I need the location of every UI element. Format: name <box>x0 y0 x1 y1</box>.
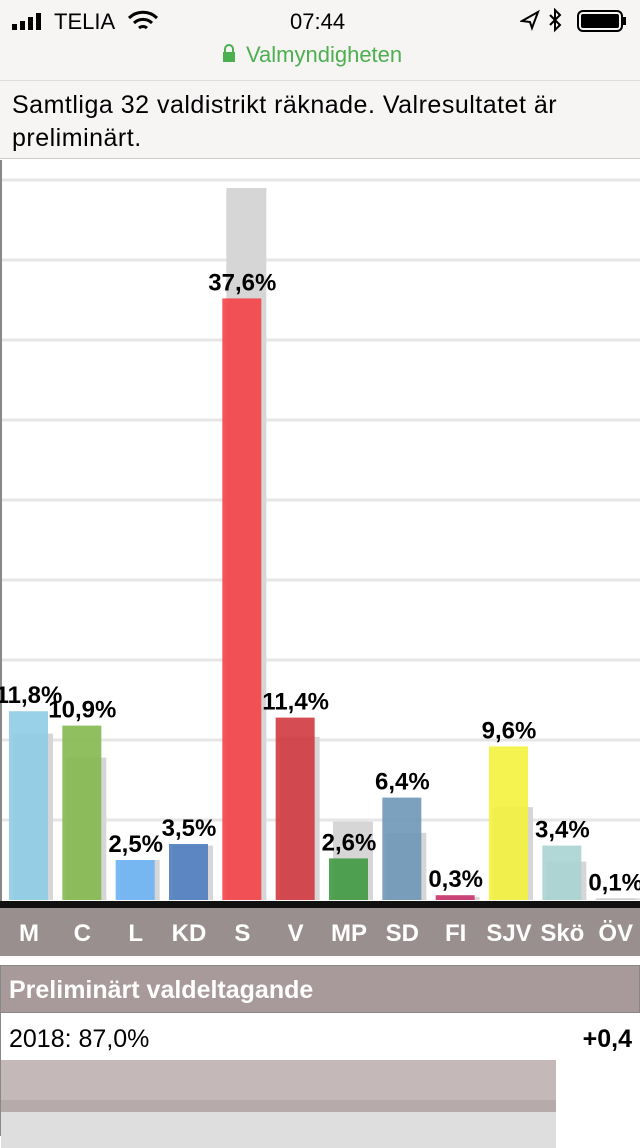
bar <box>169 844 208 900</box>
value-label: 0,3% <box>428 866 483 893</box>
value-label: 10,9% <box>48 697 116 724</box>
axis-line <box>0 901 640 908</box>
value-label: 9,6% <box>482 717 537 744</box>
signal-icon <box>12 13 41 30</box>
bar <box>222 298 262 900</box>
turnout-bar-prev <box>1 1100 556 1148</box>
x-tick-label: MP <box>331 920 367 947</box>
value-label: 11,4% <box>262 689 329 716</box>
turnout-change: +0,4 <box>582 1025 632 1053</box>
url: Valmyndigheten <box>246 42 403 67</box>
bar <box>62 725 102 900</box>
bar <box>115 860 155 900</box>
x-tick-label: S <box>234 920 250 947</box>
bar <box>275 717 315 900</box>
bar <box>435 895 475 900</box>
bar <box>542 845 582 900</box>
status-bar: TELIA 07:44 Valmyndigheten <box>0 0 640 81</box>
wifi-icon <box>127 10 159 30</box>
value-label: 2,5% <box>108 831 163 858</box>
category-strip <box>0 908 640 956</box>
turnout-row: 2018: 87,0% +0,4 <box>0 1013 640 1148</box>
clock: 07:44 <box>290 9 346 34</box>
value-label: 3,5% <box>162 815 217 842</box>
bar <box>329 858 368 900</box>
value-label: 3,4% <box>535 817 590 844</box>
turnout-header: Preliminärt valdeltagande <box>0 965 640 1013</box>
x-tick-label: ÖV <box>598 920 633 947</box>
notice: Samtliga 32 valdistrikt räknade. Valresu… <box>0 81 640 159</box>
value-label: 2,6% <box>322 829 377 856</box>
status-icons <box>520 8 626 33</box>
carrier: TELIA <box>54 9 116 34</box>
x-tick-label: KD <box>172 920 207 947</box>
bar <box>489 746 528 900</box>
bar <box>9 711 48 900</box>
value-label: 6,4% <box>375 769 430 796</box>
x-tick-label: Skö <box>540 920 584 947</box>
bar <box>595 898 635 900</box>
chart: 11,8% M 10,9% C 2,5% L 3,5% KD 37,6% S 11,4% V 2,6% M… <box>0 160 640 960</box>
value-label: 0,1% <box>588 869 640 896</box>
x-tick-label: FI <box>445 920 466 947</box>
bar <box>382 797 422 900</box>
value-label: 37,6% <box>208 269 276 296</box>
lock-icon <box>223 44 235 62</box>
x-tick-label: L <box>128 920 143 947</box>
value-label: 11,8% <box>0 682 62 709</box>
x-tick-label: M <box>19 920 39 947</box>
turnout-year: 2018: 87,0% <box>9 1025 150 1053</box>
x-tick-label: SJV <box>486 920 531 947</box>
x-tick-label: SD <box>386 920 419 947</box>
x-tick-label: C <box>74 920 91 947</box>
x-tick-label: V <box>288 920 304 947</box>
chart-bg <box>0 160 640 960</box>
turnout-bar <box>1 1060 556 1100</box>
